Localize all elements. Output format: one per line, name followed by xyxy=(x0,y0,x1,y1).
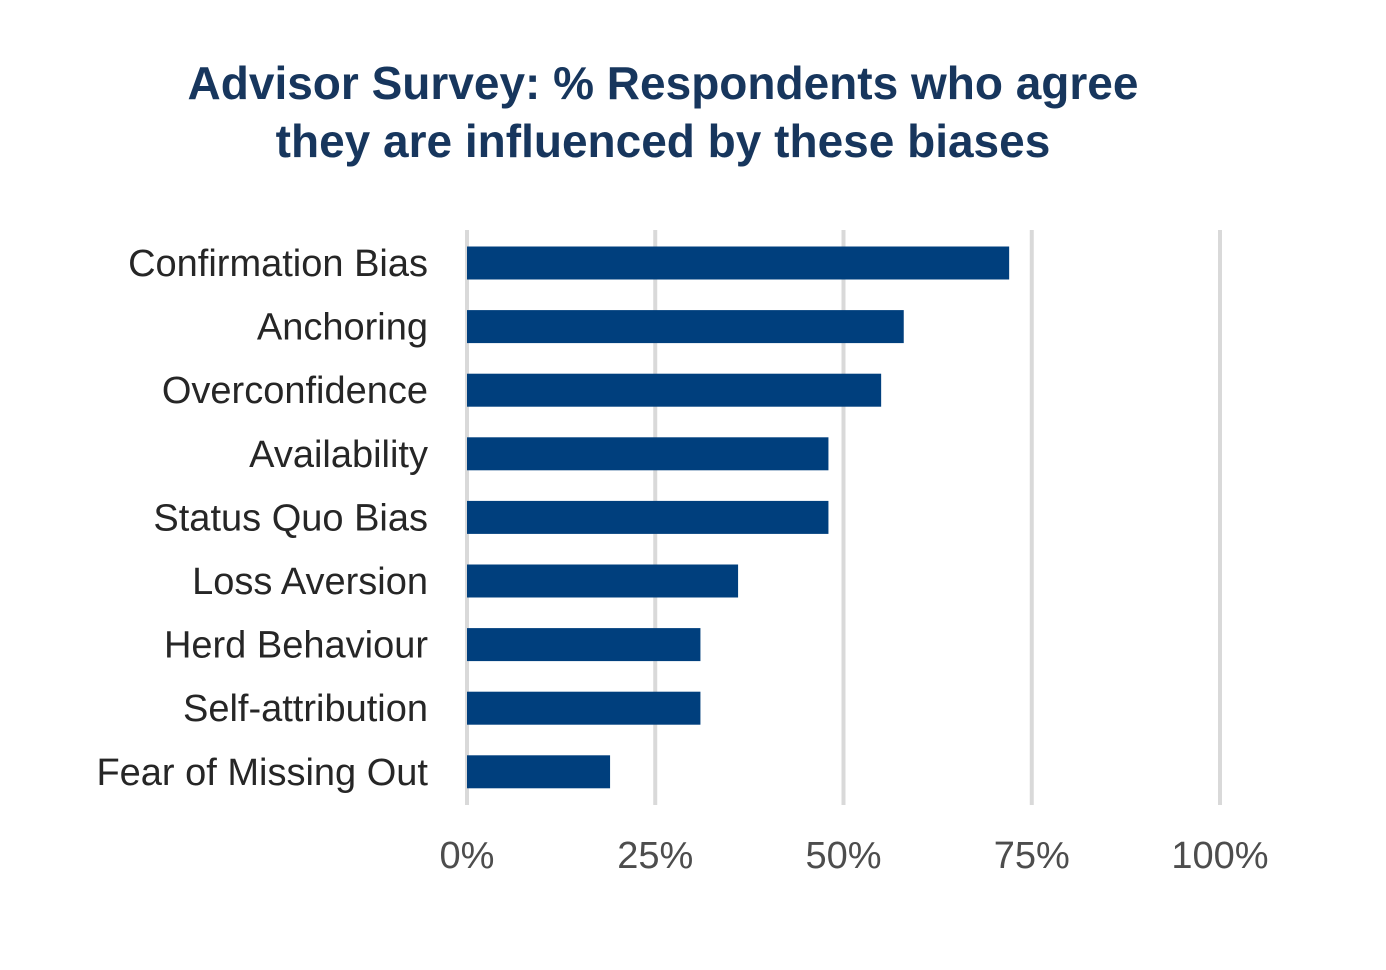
category-label-self-attribution: Self-attribution xyxy=(183,688,428,730)
bars xyxy=(467,246,1010,789)
x-tick-label-50: 50% xyxy=(805,835,881,877)
category-label-anchoring: Anchoring xyxy=(257,307,428,349)
x-tick-label-75: 75% xyxy=(994,835,1070,877)
bar-herd-behaviour xyxy=(467,628,701,662)
x-axis-tick-labels: 0% 25% 50% 75% 100% xyxy=(440,835,1269,877)
x-tick-label-100: 100% xyxy=(1171,835,1268,877)
category-label-status-quo-bias: Status Quo Bias xyxy=(153,497,428,539)
chart-title-line-2: they are influenced by these biases xyxy=(276,115,1051,167)
bar-anchoring xyxy=(467,310,904,344)
category-label-availability: Availability xyxy=(249,434,428,476)
category-label-confirmation-bias: Confirmation Bias xyxy=(128,243,428,285)
bar-loss-aversion xyxy=(467,564,739,598)
bar-overconfidence xyxy=(467,373,882,407)
bar-status-quo-bias xyxy=(467,500,829,534)
bar-self-attribution xyxy=(467,691,701,725)
category-label-herd-behaviour: Herd Behaviour xyxy=(164,625,428,667)
x-tick-label-0: 0% xyxy=(440,835,495,877)
chart-title-line-1: Advisor Survey: % Respondents who agree xyxy=(188,57,1139,109)
category-label-overconfidence: Overconfidence xyxy=(162,370,428,412)
category-label-fear-of-missing-out: Fear of Missing Out xyxy=(96,752,428,794)
x-tick-label-25: 25% xyxy=(617,835,693,877)
bar-confirmation-bias xyxy=(467,246,1010,280)
category-labels: Confirmation Bias Anchoring Overconfidence… xyxy=(96,243,428,794)
bar-availability xyxy=(467,437,829,471)
bar-fear-of-missing-out xyxy=(467,755,611,789)
category-label-loss-aversion: Loss Aversion xyxy=(192,561,428,603)
